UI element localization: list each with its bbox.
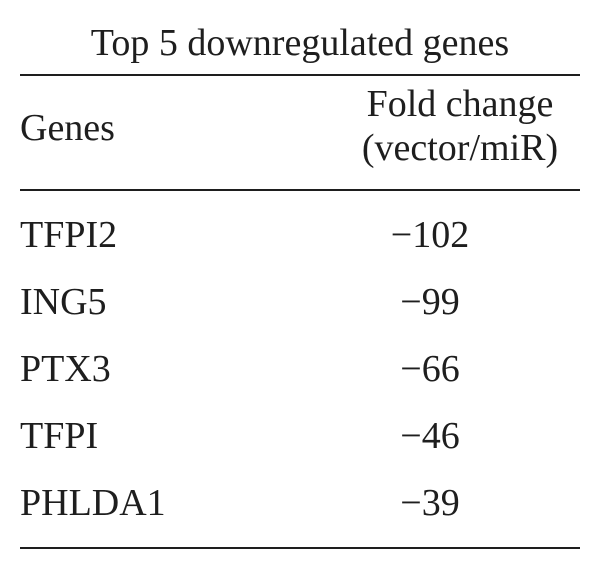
table-row: TFPI −46	[20, 402, 580, 469]
table-header-row: Genes Fold change (vector/miR)	[20, 76, 580, 191]
gene-cell: TFPI	[20, 415, 99, 457]
table-row: PTX3 −66	[20, 335, 580, 402]
gene-cell: PHLDA1	[20, 482, 166, 524]
header-fold-line2: (vector/miR)	[361, 127, 559, 169]
gene-cell: TFPI2	[20, 214, 118, 256]
fold-change-cell: −99	[400, 281, 460, 323]
header-fold-line1: Fold change	[366, 83, 554, 125]
gene-cell: ING5	[20, 281, 107, 323]
fold-change-cell: −102	[390, 214, 470, 256]
header-fold-change: Fold change (vector/miR)	[340, 82, 580, 170]
fold-change-cell: −46	[400, 415, 460, 457]
gene-cell: PTX3	[20, 348, 111, 390]
table-row: TFPI2 −102	[20, 201, 580, 268]
table-body: TFPI2 −102 ING5 −99 PTX3 −66 TFPI −46 PH…	[20, 191, 580, 549]
header-genes: Genes	[20, 107, 115, 149]
data-table: Top 5 downregulated genes Genes Fold cha…	[20, 0, 580, 549]
fold-change-cell: −39	[400, 482, 460, 524]
table-caption: Top 5 downregulated genes	[20, 0, 580, 76]
table-row: PHLDA1 −39	[20, 469, 580, 536]
table-row: ING5 −99	[20, 268, 580, 335]
fold-change-cell: −66	[400, 348, 460, 390]
